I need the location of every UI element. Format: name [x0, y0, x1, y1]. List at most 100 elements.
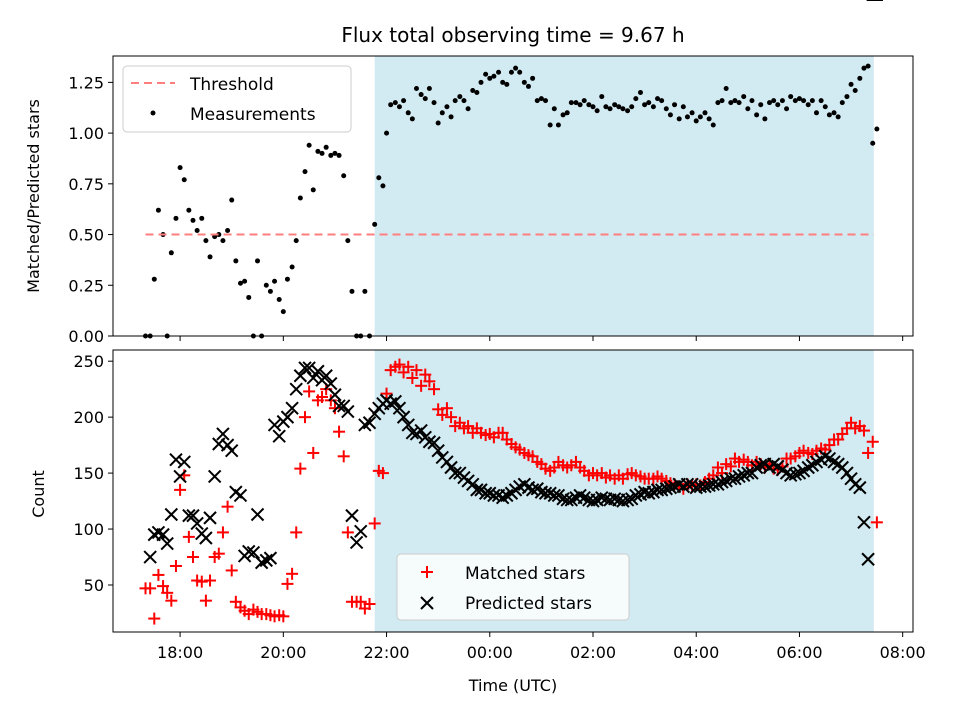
predicted-star-point — [495, 491, 510, 505]
matched-star-point — [165, 594, 178, 607]
measurement-point — [818, 98, 824, 104]
predicted-star-point — [199, 531, 213, 545]
matched-star-point — [862, 446, 875, 459]
predicted-star-point — [250, 507, 265, 522]
measurement-point — [521, 79, 527, 85]
measurement-point — [844, 94, 850, 100]
predicted-star-point — [289, 382, 303, 396]
measurement-point — [276, 296, 282, 302]
matched-star-point — [157, 580, 170, 593]
predicted-star-point — [311, 364, 325, 378]
measurement-point — [310, 187, 316, 193]
predicted-star-point — [328, 388, 342, 402]
measurement-point — [173, 215, 179, 221]
measurement-point — [328, 152, 334, 158]
predicted-star-point — [827, 455, 841, 469]
predicted-star-point — [788, 467, 803, 481]
predicted-star-point — [629, 488, 643, 503]
predicted-star-point — [853, 480, 867, 495]
measurement-point — [422, 96, 428, 102]
legend-predicted-swatch — [420, 596, 434, 610]
bottom-ytick-label: 100 — [73, 520, 104, 539]
measurement-point — [401, 98, 407, 104]
measurement-point — [439, 110, 445, 116]
measurement-point — [297, 195, 303, 201]
legend-matched-label: Matched stars — [465, 564, 585, 584]
measurement-point — [508, 69, 514, 75]
predicted-star-point — [225, 444, 239, 458]
measurement-point — [345, 238, 351, 244]
matched-star-point — [187, 551, 199, 564]
measurement-point — [547, 122, 553, 128]
bottom-legend: Matched stars Predicted stars — [396, 553, 630, 621]
predicted-star-point — [388, 394, 403, 409]
measurement-point — [372, 221, 378, 227]
matched-star-point — [221, 500, 234, 513]
predicted-star-point — [207, 469, 222, 484]
matched-star-point — [415, 379, 428, 392]
predicted-star-point — [298, 361, 312, 375]
measurement-point — [551, 106, 557, 112]
measurement-point — [448, 114, 454, 120]
measurement-point — [151, 276, 157, 282]
measurement-point — [229, 197, 235, 203]
matched-star-point — [870, 516, 883, 529]
measurement-point — [568, 100, 574, 106]
matched-star-point — [182, 530, 195, 543]
matched-star-point — [199, 594, 212, 607]
matched-star-point — [423, 375, 436, 388]
measurement-point — [870, 140, 876, 146]
predicted-star-point — [448, 466, 462, 480]
measurement-point — [655, 96, 661, 102]
measurement-point — [599, 94, 605, 100]
top-ytick-label: 0.50 — [68, 226, 104, 245]
predicted-star-point — [306, 371, 320, 385]
matched-star-point — [286, 567, 299, 580]
measurement-point — [272, 278, 278, 284]
predicted-star-point — [319, 369, 333, 383]
predicted-star-point — [392, 401, 407, 415]
measurement-point — [612, 102, 618, 108]
measurement-point — [852, 87, 858, 93]
measurement-point — [646, 100, 652, 106]
matched-star-point — [445, 411, 458, 424]
matched-star-point — [204, 574, 217, 587]
matched-star-point — [174, 483, 187, 496]
predicted-star-point — [478, 486, 493, 500]
measurement-point — [762, 116, 768, 122]
measurement-point — [396, 104, 402, 110]
measurement-point — [392, 100, 398, 106]
measurement-point — [155, 207, 161, 213]
predicted-star-point — [242, 544, 256, 559]
measurement-point — [629, 104, 635, 110]
measurement-point — [667, 112, 673, 118]
measurement-point — [680, 104, 686, 110]
measurement-point — [637, 90, 643, 96]
predicted-star-point — [405, 426, 420, 440]
measurement-point — [405, 110, 411, 116]
measurement-point — [659, 98, 665, 104]
matched-star-point — [436, 408, 449, 421]
top-ytick-label: 0.00 — [68, 327, 104, 346]
measurement-point — [284, 276, 290, 282]
measurement-point — [242, 278, 248, 284]
measurement-point — [461, 98, 467, 104]
predicted-star-point — [349, 535, 364, 550]
predicted-star-point — [680, 477, 695, 491]
measurement-point — [504, 81, 510, 87]
measurement-point — [263, 282, 269, 288]
measurement-point — [564, 110, 570, 116]
matched-star-point — [307, 446, 320, 459]
measurement-point — [603, 104, 609, 110]
measurement-point — [225, 227, 231, 233]
measurement-point — [754, 112, 760, 118]
predicted-star-point — [216, 427, 230, 441]
legend-matched-swatch — [421, 566, 433, 578]
measurement-point — [625, 108, 631, 114]
measurement-point — [500, 79, 506, 85]
measurement-point — [809, 98, 815, 104]
bottom-xtick-label: 02:00 — [570, 643, 616, 662]
measurement-point — [745, 106, 751, 112]
bottom-xtick-label: 00:00 — [467, 643, 513, 662]
predicted-star-point — [164, 507, 179, 522]
